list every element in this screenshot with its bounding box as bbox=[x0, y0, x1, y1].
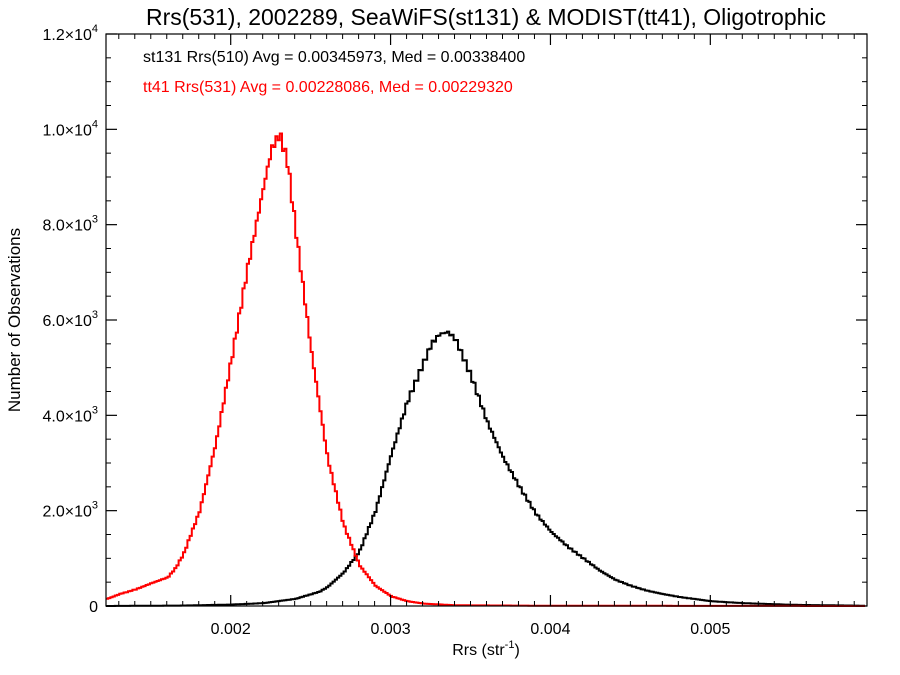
y-axis: 0 2.0×103 4.0×103 6.0×103 8.0×103 1.0×104 1.2×… bbox=[42, 23, 867, 616]
y-axis-label: Number of Observations bbox=[5, 228, 24, 412]
series-layer bbox=[106, 132, 865, 607]
y-tick-label: 1.0×104 bbox=[42, 118, 98, 139]
x-tick-label: 0.003 bbox=[371, 621, 411, 638]
y-tick-label: 4.0×103 bbox=[42, 404, 98, 425]
x-axis: 0.002 0.003 0.004 0.005 bbox=[118, 34, 855, 638]
x-tick-label: 0.005 bbox=[690, 621, 730, 638]
legend-entry-tt41: tt41 Rrs(531) Avg = 0.00228086, Med = 0.… bbox=[143, 79, 513, 96]
y-tick-label: 6.0×103 bbox=[42, 309, 98, 330]
legend: st131 Rrs(510) Avg = 0.00345973, Med = 0… bbox=[143, 49, 525, 96]
chart-title: Rrs(531), 2002289, SeaWiFS(st131) & MODI… bbox=[146, 4, 826, 30]
y-tick-label: 0 bbox=[89, 599, 98, 616]
x-tick-label: 0.004 bbox=[530, 621, 570, 638]
y-tick-label: 8.0×103 bbox=[42, 214, 98, 235]
y-tick-label: 2.0×103 bbox=[42, 500, 98, 521]
series-line-0 bbox=[106, 330, 865, 607]
x-axis-label: Rrs (str-1) bbox=[452, 639, 520, 659]
x-tick-label: 0.002 bbox=[211, 621, 251, 638]
y-tick-label: 1.2×104 bbox=[42, 23, 98, 44]
legend-entry-st131: st131 Rrs(510) Avg = 0.00345973, Med = 0… bbox=[143, 49, 525, 66]
plot-frame bbox=[105, 33, 868, 607]
series-line-1 bbox=[106, 132, 865, 607]
